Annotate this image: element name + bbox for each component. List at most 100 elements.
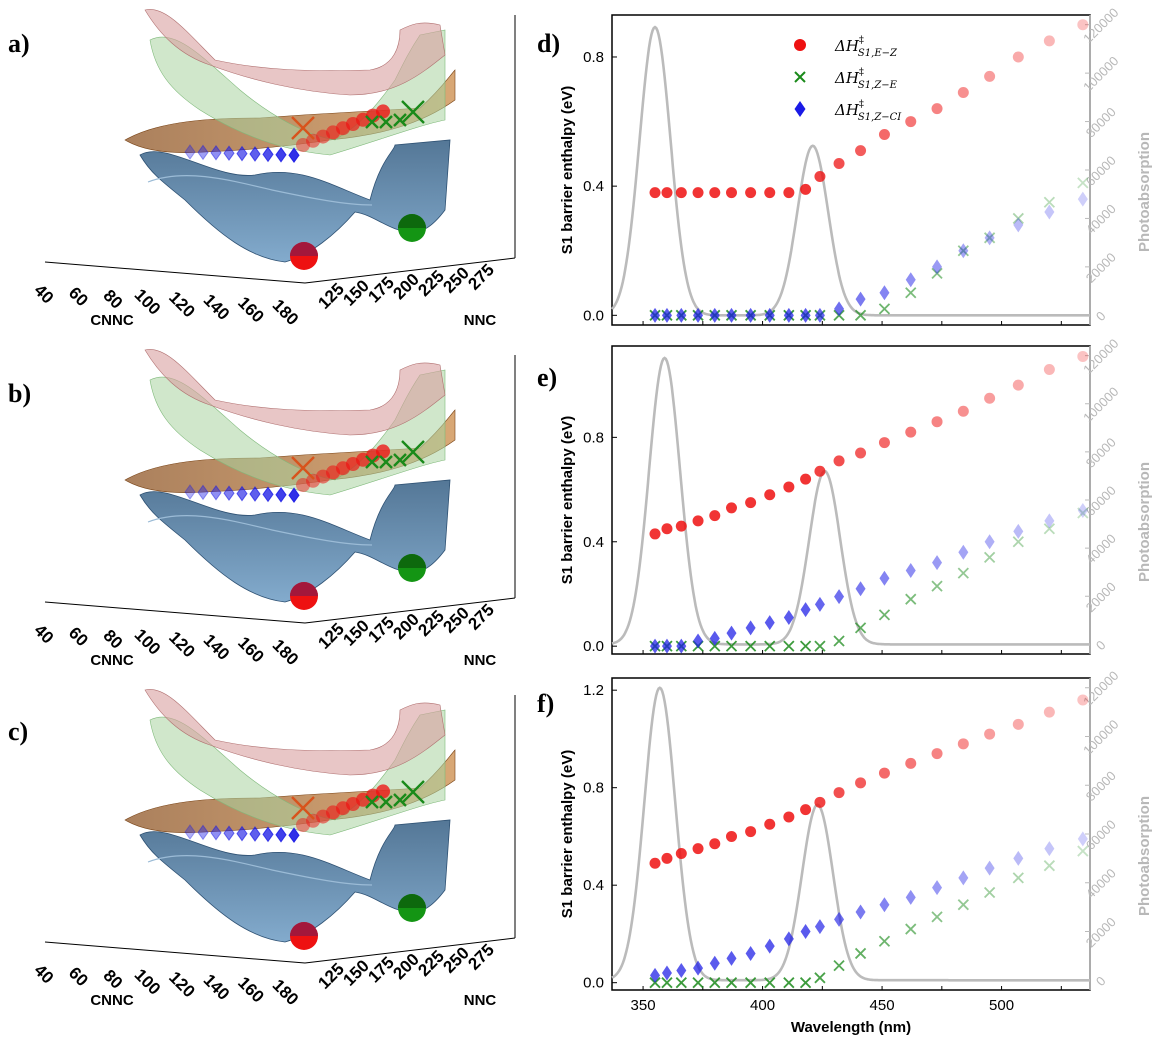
data-point-circle [709,187,721,199]
data-point-diamond [800,924,811,939]
data-point-diamond [676,638,687,654]
data-point-x [878,303,891,315]
nnc-axis-label: NNC [464,652,497,669]
data-point-x [1043,523,1056,535]
nnc-axis-line [304,937,516,964]
path-diamond-marker [288,827,300,844]
data-point-circle [957,87,969,98]
path-diamond-marker [288,147,300,164]
data-point-x [878,935,891,947]
data-point-x [931,911,943,923]
data-point-circle [692,843,704,855]
cnnc-tick-label: 100 [131,285,164,318]
data-point-circle [783,481,795,493]
data-point-circle [692,187,704,199]
x-tick-label: 450 [870,997,895,1014]
cnnc-tick-label: 120 [165,628,198,661]
cnnc-axis-label: CNNC [90,992,133,1009]
path-diamond-marker [210,484,222,501]
data-point-x [709,640,721,652]
y2-axis-label: Photoabsorption [1136,796,1153,916]
data-point-diamond [1077,502,1088,518]
cnnc-tick-label: 120 [165,968,198,1001]
data-point-diamond [783,307,794,323]
data-point-diamond [650,307,661,323]
data-point-circle [675,848,687,859]
x-tick-label: 350 [631,997,656,1014]
data-point-circle [905,426,917,438]
data-point-diamond [764,938,775,954]
panel-letter: a) [8,29,30,58]
data-point-diamond [726,307,737,323]
data-point-diamond [764,307,775,323]
data-point-diamond [932,259,943,275]
cnnc-tick-label: 120 [165,288,198,321]
data-point-diamond [709,630,720,646]
data-point-circle [1012,718,1024,730]
y-tick-label: 0.0 [583,307,604,324]
data-point-x [1077,177,1089,189]
data-point-circle [814,796,826,808]
path-circle-marker [376,104,390,119]
data-point-circle [675,187,687,199]
data-point-x [1077,507,1089,519]
y2-axis-label: Photoabsorption [1136,132,1153,252]
y2-tick-label: 0 [1093,637,1109,653]
data-point-diamond [726,625,737,641]
y2-tick-label: 20000 [1083,579,1119,615]
surface-ridge [147,855,373,886]
cnnc-tick-label: 80 [99,626,126,653]
y-axis-label: S1 barrier enthalpy (eV) [559,750,576,918]
path-diamond-marker [184,824,196,840]
z-minimum-ball-shadow [398,554,426,568]
data-point-diamond [676,307,687,323]
path-cross-marker [401,780,425,804]
y2-tick-label: 60000 [1083,153,1119,189]
data-point-circle [661,852,673,864]
path-circle-marker [296,138,310,152]
data-point-circle [833,787,845,799]
data-point-x [799,977,812,989]
data-point-diamond [905,562,916,578]
y2-tick-label: 20000 [1083,914,1119,950]
y2-tick-label: 60000 [1083,817,1119,853]
nnc-tick-label: 275 [464,940,497,973]
data-point-diamond [764,615,775,631]
data-point-circle [692,515,704,527]
data-point-circle [931,103,943,115]
data-point-x [814,972,826,984]
path-circle-marker [376,444,390,459]
data-point-circle [800,183,812,195]
y2-tick-label: 40000 [1083,865,1119,901]
panel-letter: e) [537,363,557,392]
cnnc-tick-label: 80 [99,966,126,993]
data-point-diamond [650,638,661,654]
red-surface [144,349,446,436]
data-point-diamond [855,291,866,307]
cnnc-axis-line [44,941,306,964]
red-surface [144,689,446,776]
surface-ridge [147,515,373,546]
data-point-diamond [1013,217,1024,233]
data-point-x [1077,845,1089,857]
data-point-diamond [834,911,845,927]
data-point-diamond [693,960,704,976]
path-diamond-marker [184,144,196,160]
data-point-x [983,232,996,244]
data-point-x [833,635,845,647]
cnnc-tick-label: 60 [65,963,92,990]
data-point-circle [984,70,996,82]
data-point-x [854,622,867,634]
path-cross-marker [393,113,407,127]
data-point-circle [905,116,917,128]
path-diamond-marker [236,825,248,842]
path-cross-marker [291,116,315,140]
x-tick-label: 400 [750,997,775,1014]
data-point-diamond [905,272,916,288]
path-diamond-marker [249,826,261,842]
path-diamond-marker [197,824,209,841]
data-point-diamond [984,534,995,550]
data-point-circle [1077,19,1089,31]
cnnc-tick-label: 40 [30,281,57,308]
data-point-circle [1077,694,1089,706]
